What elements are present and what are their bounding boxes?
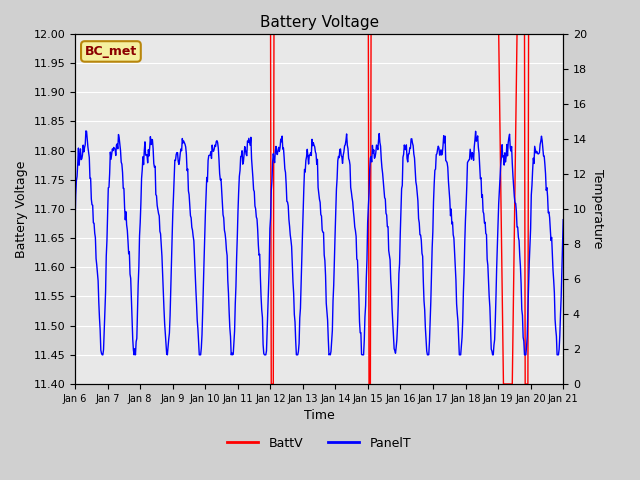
Y-axis label: Temperature: Temperature (591, 169, 604, 249)
Text: BC_met: BC_met (84, 45, 137, 58)
X-axis label: Time: Time (304, 409, 335, 422)
Legend: BattV, PanelT: BattV, PanelT (222, 432, 416, 455)
Y-axis label: Battery Voltage: Battery Voltage (15, 160, 28, 258)
Title: Battery Voltage: Battery Voltage (260, 15, 379, 30)
